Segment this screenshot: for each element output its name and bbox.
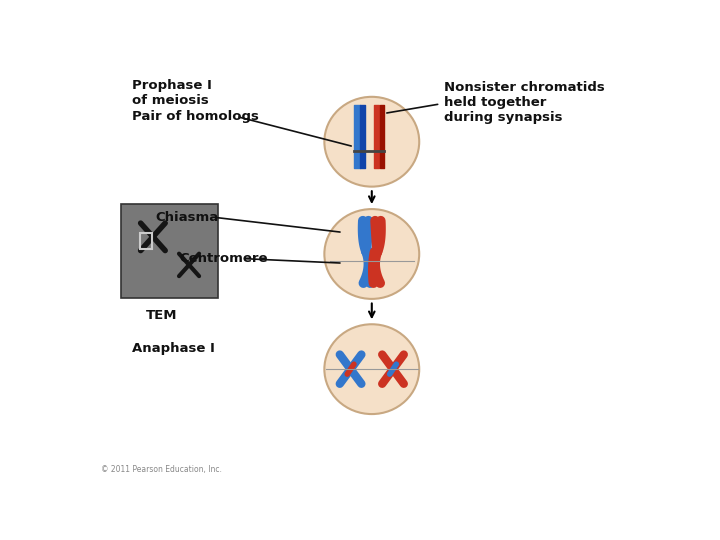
Text: Centromere: Centromere <box>179 252 268 265</box>
Ellipse shape <box>324 324 419 414</box>
Text: Nonsister chromatids
held together
during synapsis: Nonsister chromatids held together durin… <box>444 80 605 124</box>
Ellipse shape <box>324 97 419 187</box>
Text: Anaphase I: Anaphase I <box>132 342 215 355</box>
Text: Chiasma: Chiasma <box>156 211 219 224</box>
Text: TEM: TEM <box>146 309 177 322</box>
Bar <box>140 233 153 249</box>
Text: Prophase I
of meiosis: Prophase I of meiosis <box>132 79 212 107</box>
Text: Pair of homologs: Pair of homologs <box>132 110 258 123</box>
Bar <box>121 204 218 298</box>
Text: © 2011 Pearson Education, Inc.: © 2011 Pearson Education, Inc. <box>101 465 222 474</box>
Ellipse shape <box>324 209 419 299</box>
